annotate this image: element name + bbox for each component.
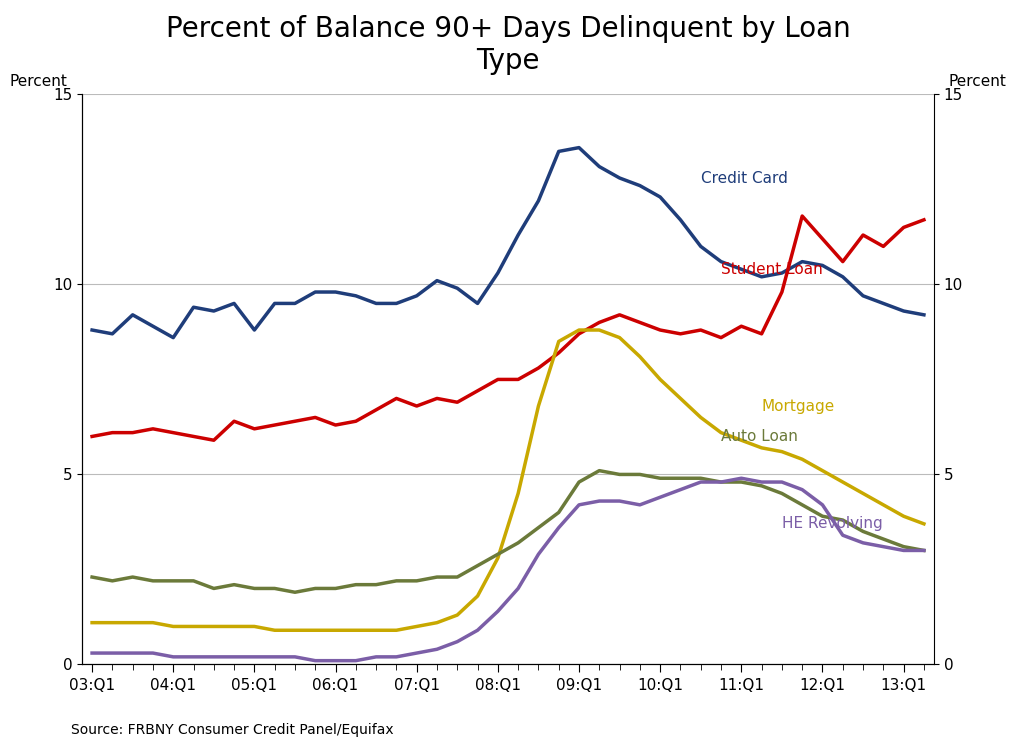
Text: Auto Loan: Auto Loan [721, 429, 798, 444]
Title: Percent of Balance 90+ Days Delinquent by Loan
Type: Percent of Balance 90+ Days Delinquent b… [166, 15, 850, 76]
Text: Credit Card: Credit Card [701, 170, 787, 185]
Text: Percent: Percent [9, 73, 67, 89]
Text: Mortgage: Mortgage [762, 399, 835, 413]
Text: Source: FRBNY Consumer Credit Panel/Equifax: Source: FRBNY Consumer Credit Panel/Equi… [71, 723, 394, 737]
Text: HE Revolving: HE Revolving [782, 516, 883, 531]
Text: Percent: Percent [949, 73, 1007, 89]
Text: Student Loan: Student Loan [721, 262, 823, 276]
